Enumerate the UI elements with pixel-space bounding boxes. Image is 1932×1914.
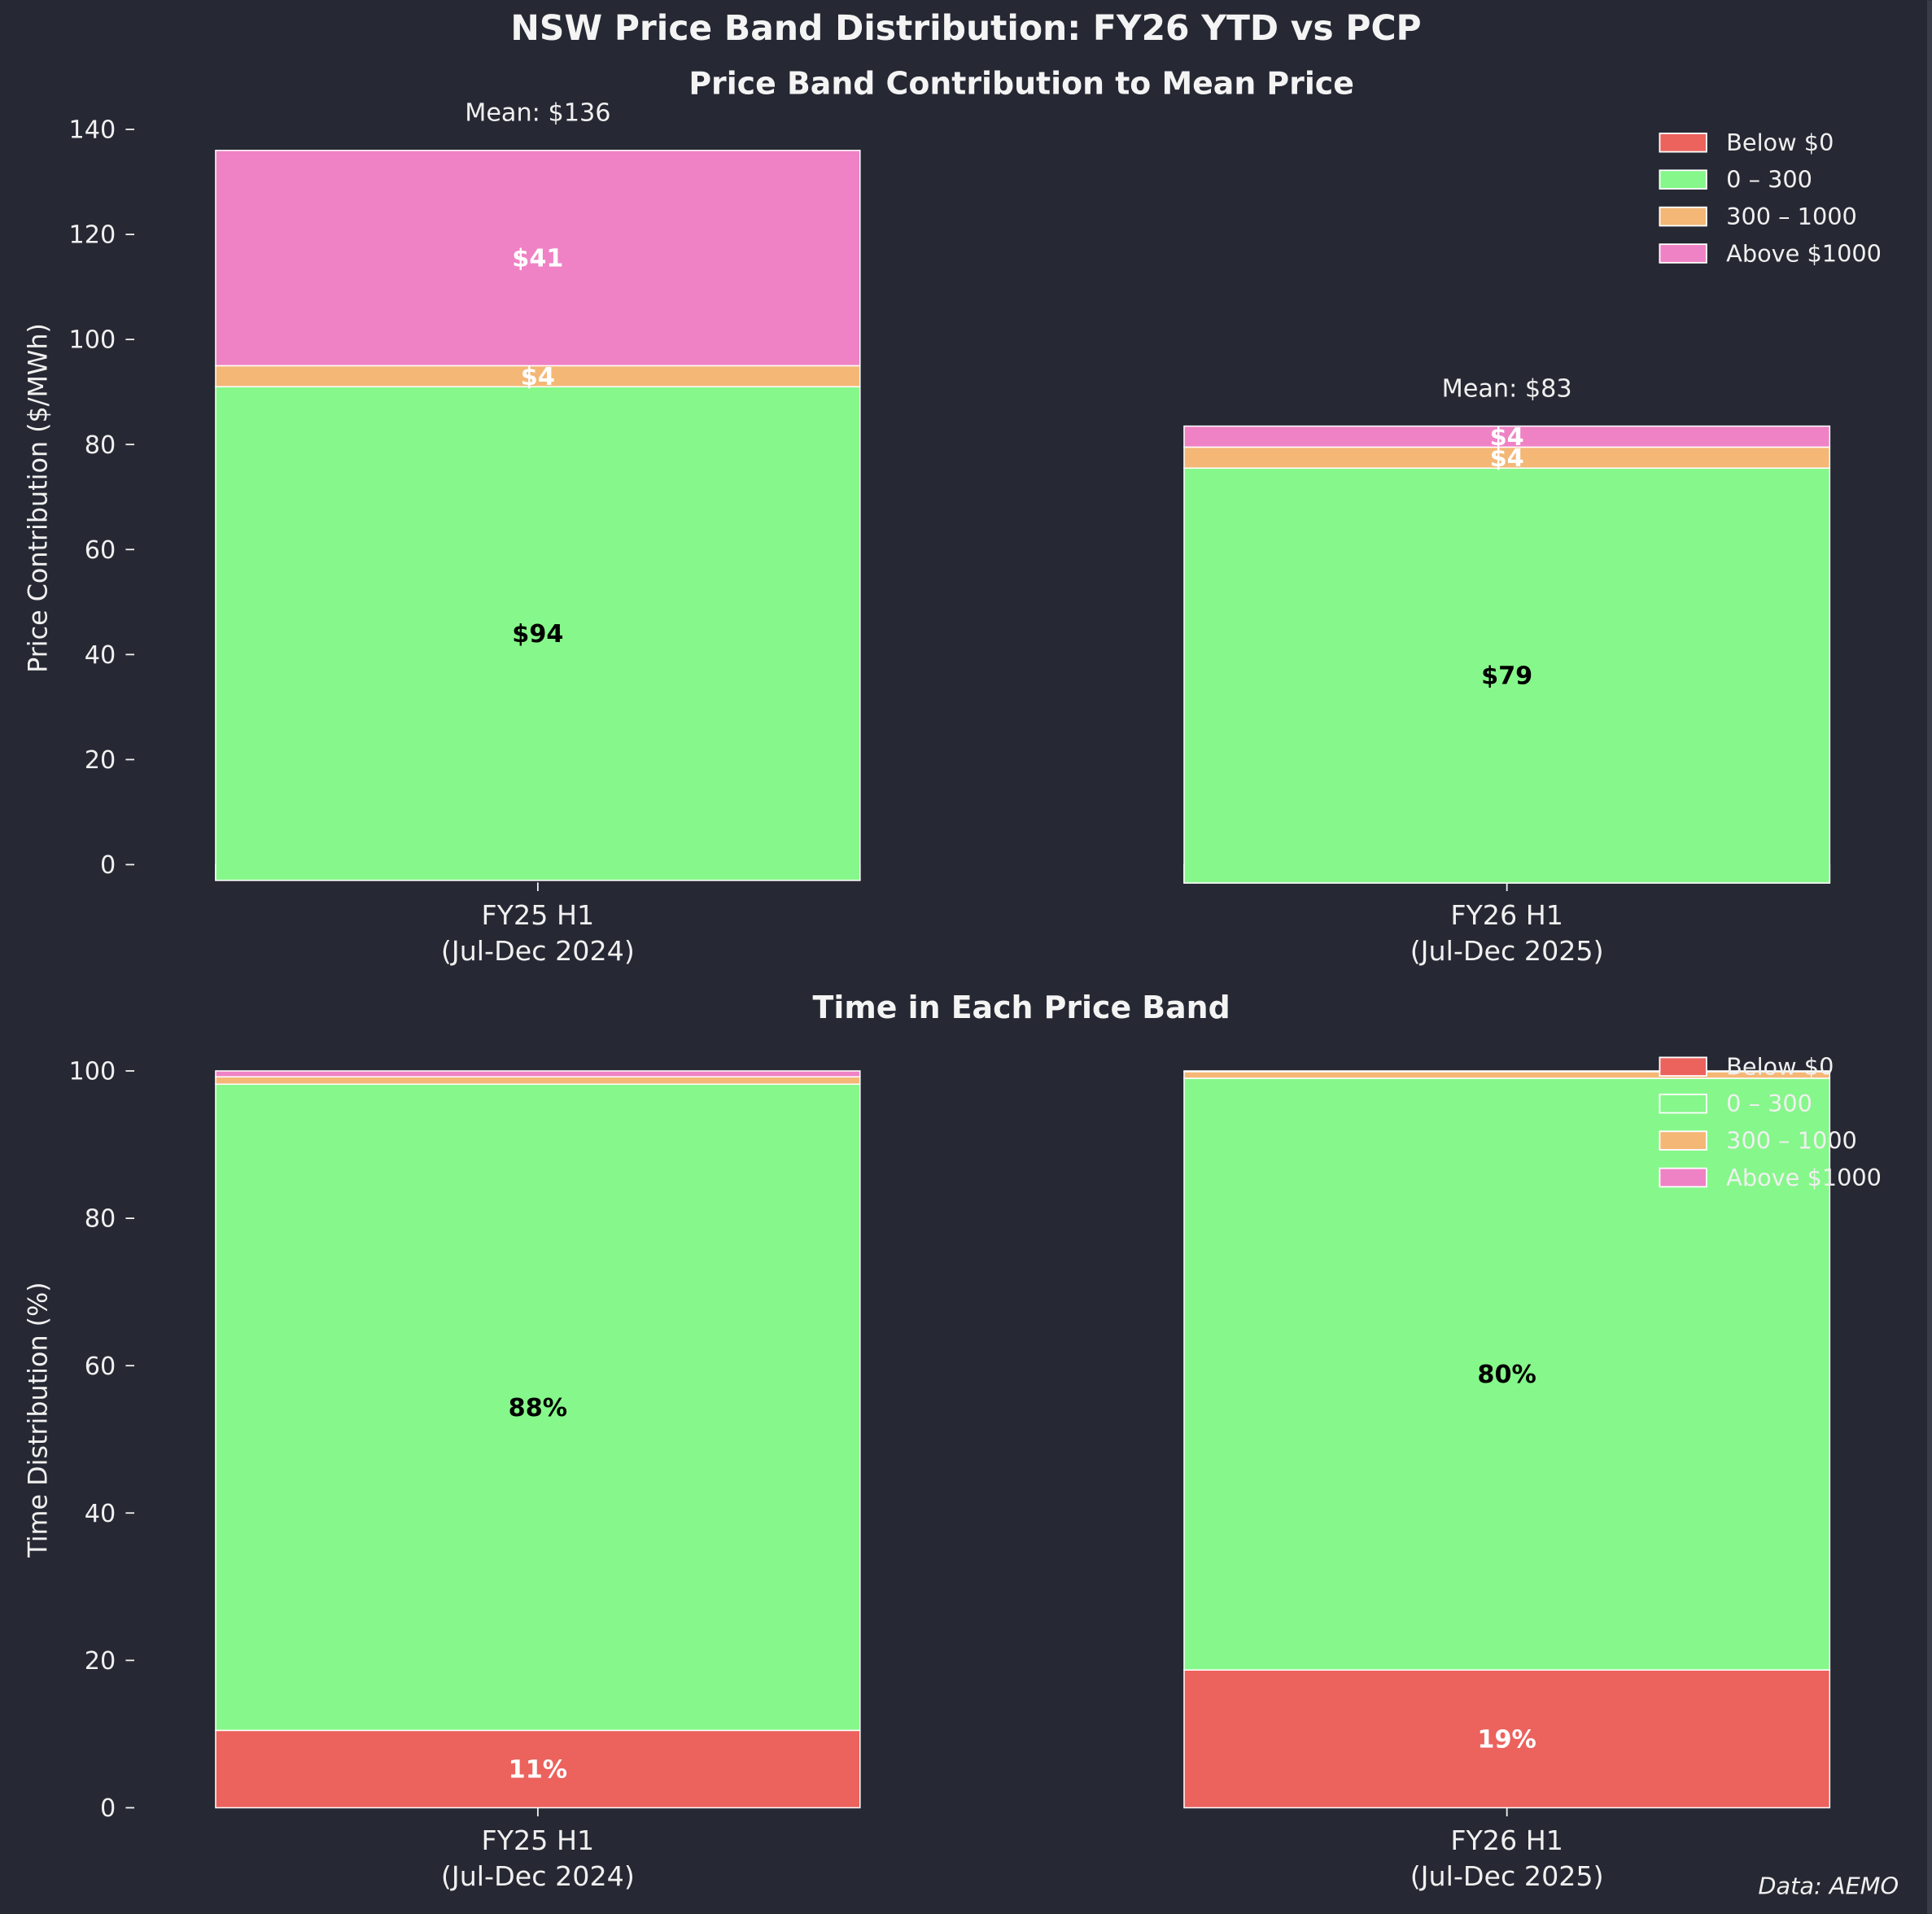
bar-segment-below-0 [1183,1669,1831,1809]
bar-segment-0-300 [215,1083,861,1732]
panel-title: Time in Each Price Band [813,990,1230,1025]
bar-segment-0-300 [1183,1077,1831,1671]
y-tick-label: 100 [69,326,116,355]
bar-segment-above-1000 [215,150,861,367]
legend-swatch [1659,243,1707,264]
legend-swatch [1659,1056,1707,1077]
legend-label: Below $0 [1726,129,1834,156]
legend-swatch [1659,132,1707,153]
data-label: $4 [1490,423,1524,452]
data-label: $79 [1481,662,1532,691]
legend: Below $0 0 – 300 300 – 1000 Above $1000 [1659,129,1882,267]
legend-label: Below $0 [1726,1053,1834,1081]
legend: Below $0 0 – 300 300 – 1000 Above $1000 [1659,1053,1882,1191]
legend-label: Above $1000 [1726,239,1882,267]
data-label: 80% [1477,1361,1536,1389]
x-tick-label: (Jul-Dec 2024) [441,1860,635,1892]
x-tick-label: FY26 H1 [1450,1824,1563,1856]
figure-title: NSW Price Band Distribution: FY26 YTD vs… [510,8,1421,48]
legend-swatch [1659,1093,1707,1114]
y-tick-label: 0 [100,1794,116,1823]
data-label: 88% [509,1394,567,1422]
bar-segment-above-1000 [1183,425,1831,448]
legend-label: 300 – 1000 [1726,203,1857,230]
data-label: $4 [1490,444,1524,473]
legend-label: 0 – 300 [1726,165,1812,193]
panel-title: Price Band Contribution to Mean Price [688,65,1354,101]
x-tick-label: FY26 H1 [1450,899,1563,931]
mean-label: Mean: $83 [1442,374,1572,403]
y-axis-label: Price Contribution ($/MWh) [24,323,54,673]
y-tick-label: 60 [85,1352,116,1381]
bar-segment-300-1000 [215,365,861,387]
y-tick-label: 80 [85,1205,116,1234]
legend-swatch [1659,1167,1707,1188]
bar-segment-0-300 [1183,467,1831,884]
x-tick-label: (Jul-Dec 2025) [1410,1860,1604,1892]
data-source: Data: AEMO [1758,1872,1899,1899]
legend-label: 300 – 1000 [1726,1126,1857,1154]
panel-2: Time in Each Price Band Time Distribution… [24,990,1882,1892]
legend-swatch [1659,169,1707,190]
x-tick-label: FY25 H1 [482,1824,595,1856]
data-label: 11% [509,1756,567,1785]
bar-segment-0-300 [215,386,861,881]
data-label: $94 [512,620,563,649]
y-tick-label: 0 [100,851,116,880]
data-label: 19% [1477,1725,1536,1754]
y-tick-label: 60 [85,536,116,565]
mean-label: Mean: $136 [465,98,610,127]
bar-segment-300-1000 [215,1076,861,1086]
y-tick-label: 80 [85,431,116,460]
x-tick-label: FY25 H1 [482,899,595,931]
window-edge [1926,0,1932,1914]
x-tick-label: (Jul-Dec 2025) [1410,935,1604,967]
y-tick-label: 20 [85,746,116,775]
data-label: $41 [512,245,563,273]
data-label: $4 [521,363,555,391]
legend-label: Above $1000 [1726,1164,1882,1191]
panel-1: Price Band Contribution to Mean Price Pri… [24,65,1882,966]
y-tick-label: 120 [69,221,116,250]
legend-label: 0 – 300 [1726,1090,1812,1117]
y-tick-label: 20 [85,1647,116,1676]
y-tick-label: 140 [69,116,116,145]
y-axis-label: Time Distribution (%) [24,1282,54,1558]
bar-segment-above-1000 [215,1070,861,1077]
y-tick-label: 40 [85,1500,116,1528]
y-tick-label: 40 [85,641,116,670]
legend-swatch [1659,206,1707,227]
y-tick-label: 100 [69,1058,116,1086]
bar-segment-above-1000 [1183,1070,1831,1073]
legend-swatch [1659,1130,1707,1151]
x-tick-label: (Jul-Dec 2024) [441,935,635,967]
